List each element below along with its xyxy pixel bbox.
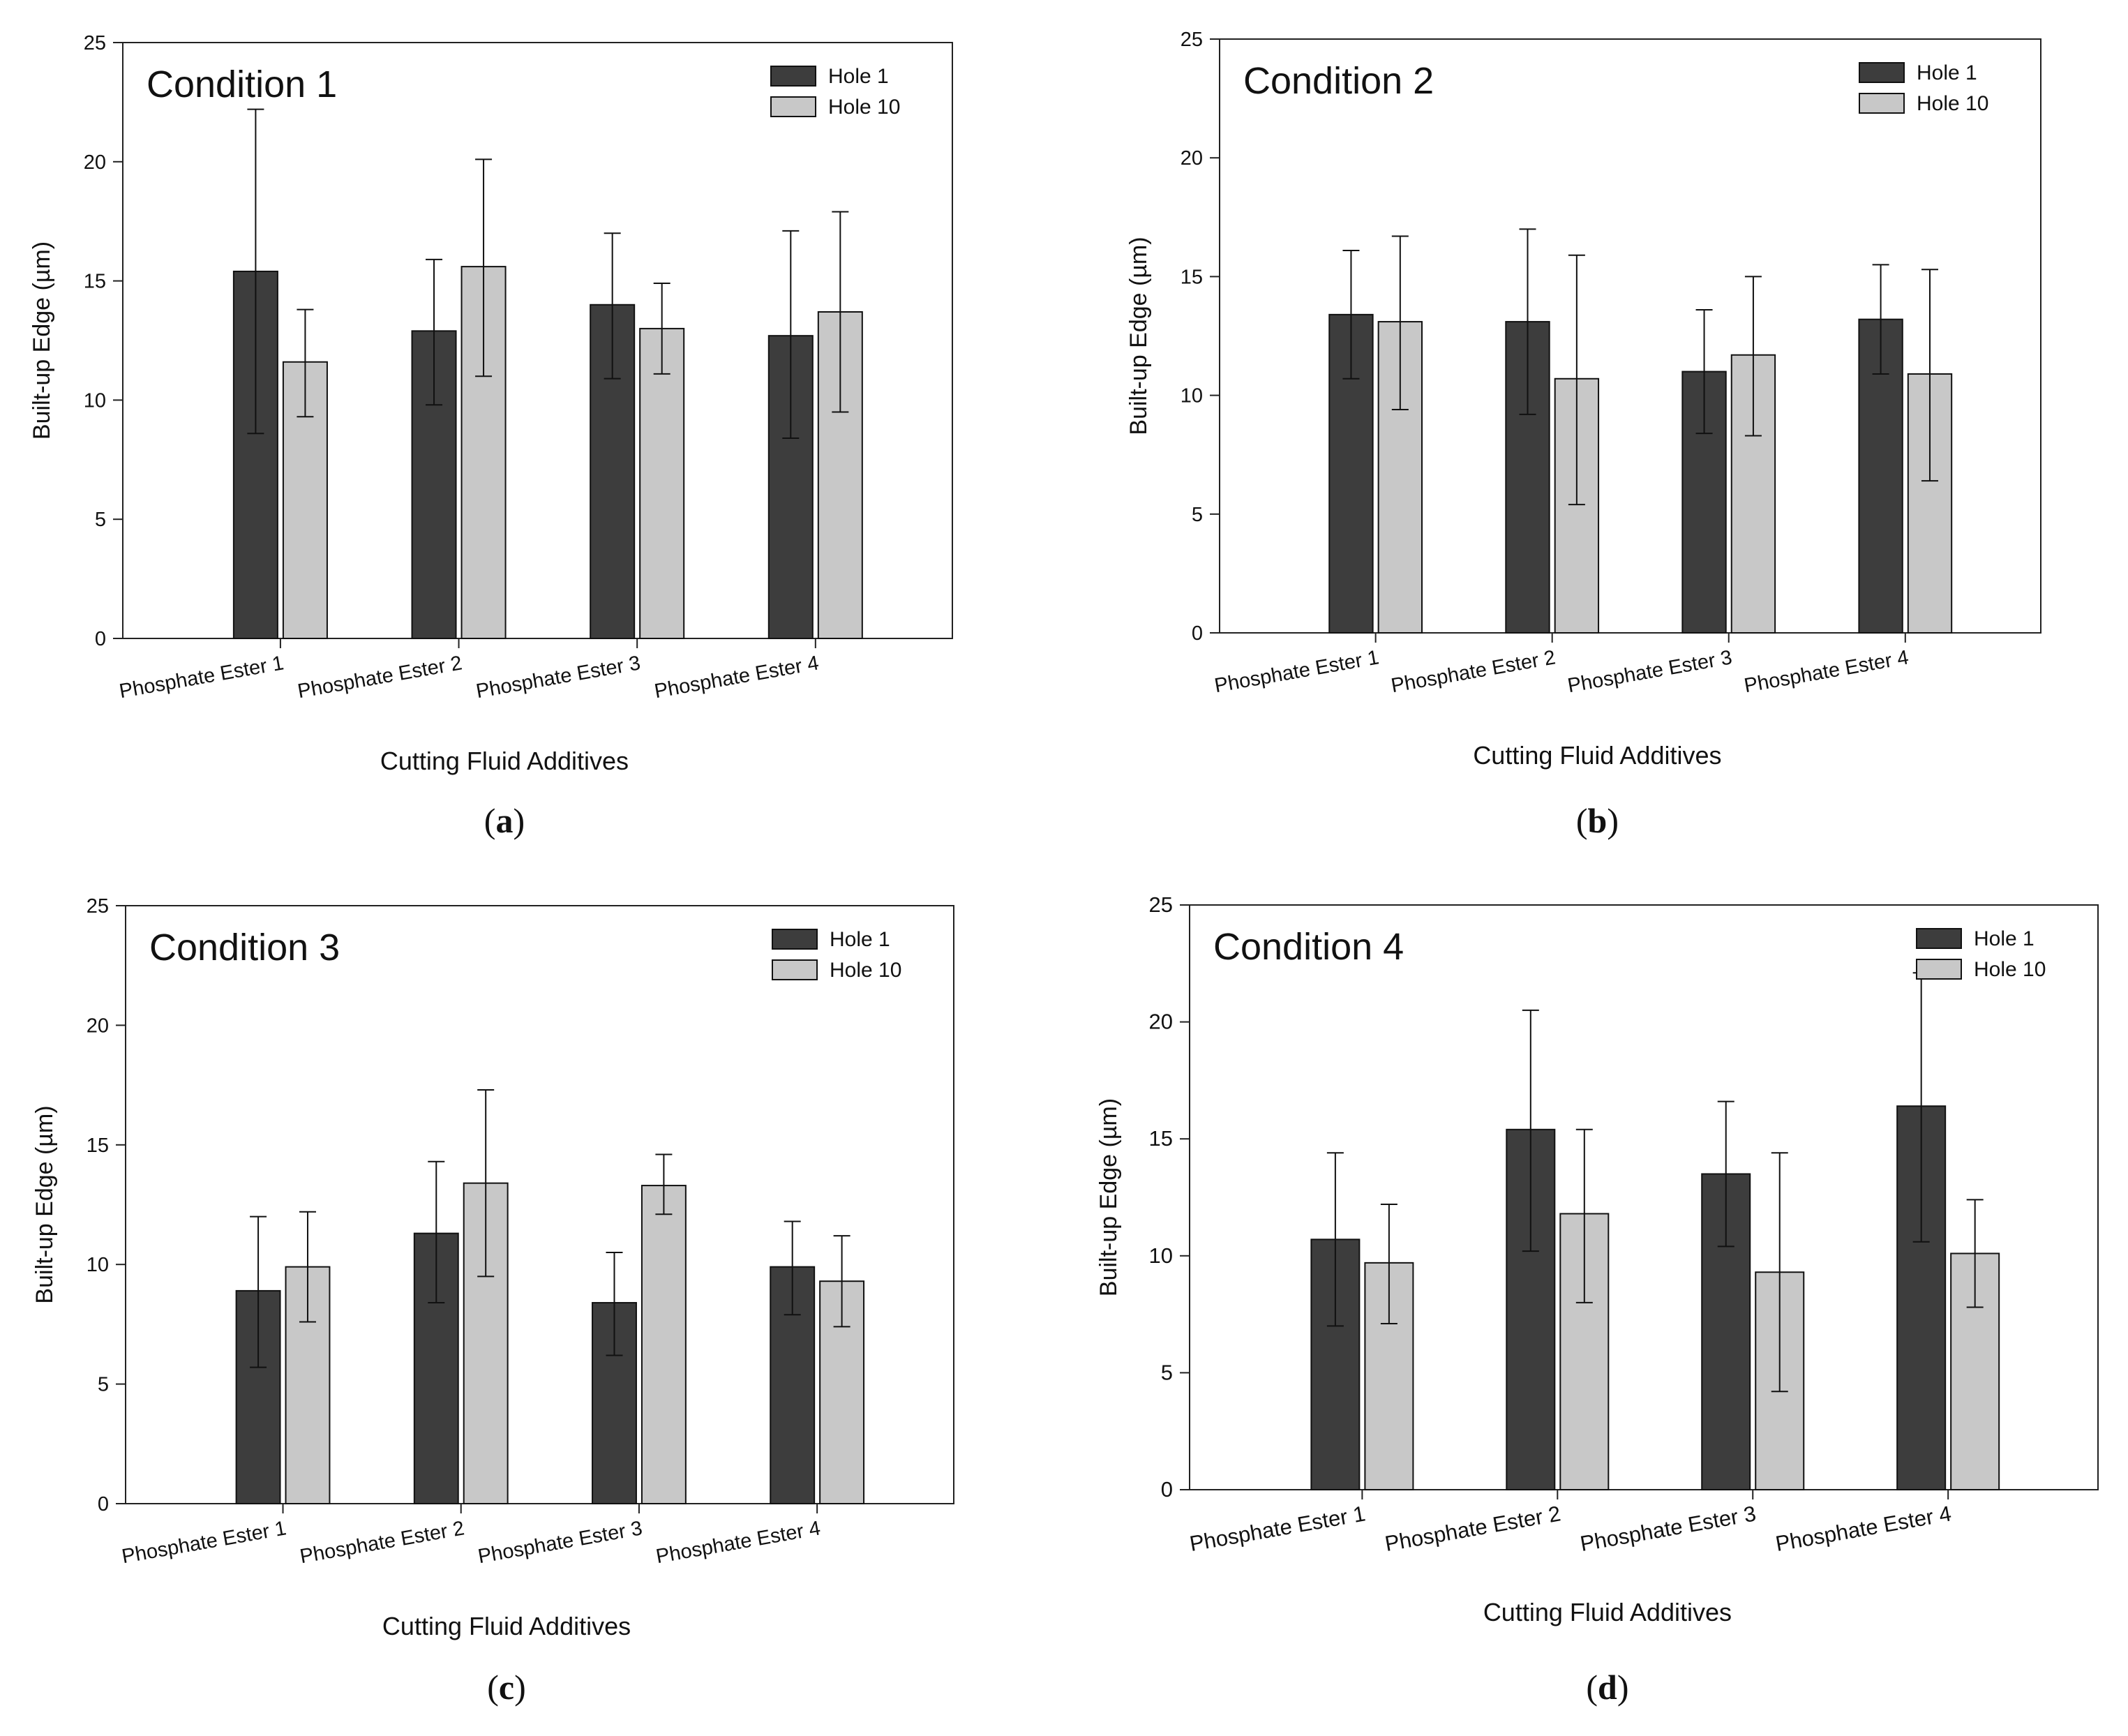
legend-label: Hole 1	[830, 928, 890, 951]
legend-swatch	[772, 959, 818, 980]
panel-caption: (d)	[1586, 1668, 1628, 1707]
y-tick-label: 15	[84, 271, 106, 293]
legend-label: Hole 10	[1917, 92, 1988, 115]
y-tick-label: 25	[84, 32, 106, 54]
plot-frame	[1219, 38, 2041, 634]
y-tick-label: 5	[1192, 504, 1203, 526]
y-axis-label: Built-up Edge (µm)	[31, 1105, 58, 1303]
x-category-label: Phosphate Ester 3	[1566, 646, 1734, 697]
plot-frame	[122, 42, 953, 639]
legend-label: Hole 10	[828, 96, 900, 119]
x-category-label: Phosphate Ester 3	[1578, 1501, 1758, 1556]
x-category-label: Phosphate Ester 4	[652, 652, 821, 703]
plot-frame	[1189, 904, 2099, 1490]
y-tick-label: 5	[98, 1374, 109, 1396]
caption-close-paren: )	[514, 1668, 526, 1707]
legend-label: Hole 1	[828, 65, 889, 88]
caption-letter: c	[499, 1668, 514, 1707]
legend-label: Hole 10	[830, 959, 901, 982]
caption-letter: a	[495, 801, 513, 840]
caption-open-paren: (	[1586, 1668, 1598, 1707]
y-tick-label: 20	[87, 1015, 109, 1037]
y-tick-label: 15	[87, 1135, 109, 1157]
legend-swatch	[1916, 928, 1962, 949]
x-category-label: Phosphate Ester 4	[654, 1517, 823, 1568]
caption-close-paren: )	[1617, 1668, 1629, 1707]
y-tick-label: 0	[95, 628, 106, 650]
legend-swatch	[772, 929, 818, 950]
chart-panel-b: 0 5 10 15 20 25 Built-up Edge (µm) Phosphate Es…	[1125, 29, 2041, 840]
x-category-label: Phosphate Ester 1	[1187, 1501, 1367, 1556]
y-tick-label: 25	[1149, 892, 1173, 917]
y-tick-label: 15	[1181, 266, 1203, 288]
y-tick-label: 5	[1161, 1360, 1173, 1384]
panel-caption: (a)	[484, 801, 525, 840]
x-axis-label: Cutting Fluid Additives	[1473, 741, 1721, 770]
chart-title: Condition 1	[147, 63, 337, 105]
chart-title: Condition 3	[149, 927, 340, 968]
x-category-label: Phosphate Ester 2	[296, 652, 464, 703]
y-tick-label: 0	[1161, 1477, 1173, 1502]
y-tick-label: 15	[1149, 1126, 1173, 1151]
caption-open-paren: (	[1576, 801, 1588, 840]
y-axis-label: Built-up Edge (µm)	[1125, 237, 1152, 435]
caption-open-paren: (	[487, 1668, 499, 1707]
y-tick-label: 0	[98, 1493, 109, 1516]
y-tick-label: 10	[87, 1254, 109, 1276]
chart-title: Condition 2	[1243, 60, 1434, 102]
legend-swatch	[770, 66, 816, 87]
y-tick-label: 10	[84, 389, 106, 412]
caption-letter: b	[1588, 801, 1608, 840]
plot-frame	[125, 905, 954, 1504]
chart-panel-a: 0 5 10 15 20 25 Built-up Edge (µm) Phosphate Es…	[29, 32, 953, 840]
legend-swatch	[1859, 62, 1905, 83]
x-category-label: Phosphate Ester 3	[477, 1517, 645, 1568]
caption-letter: d	[1598, 1668, 1617, 1707]
x-category-label: Phosphate Ester 1	[120, 1517, 288, 1568]
x-axis-label: Cutting Fluid Additives	[380, 747, 629, 775]
x-category-label: Phosphate Ester 4	[1742, 646, 1910, 697]
legend-swatch	[770, 96, 816, 117]
y-tick-label: 20	[84, 151, 106, 174]
bar-hole10	[639, 327, 685, 639]
legend-swatch	[1859, 93, 1905, 114]
y-tick-label: 0	[1192, 622, 1203, 645]
legend-label: Hole 1	[1974, 927, 2035, 950]
x-category-label: Phosphate Ester 2	[1389, 646, 1557, 697]
caption-close-paren: )	[1607, 801, 1619, 840]
y-tick-label: 10	[1149, 1243, 1173, 1268]
legend-label: Hole 10	[1974, 958, 2046, 981]
legend-swatch	[1916, 959, 1962, 980]
x-category-label: Phosphate Ester 3	[474, 652, 643, 703]
chart-panel-c: 0 5 10 15 20 25 Built-up Edge (µm) Phosphate Es…	[31, 895, 954, 1707]
x-axis-label: Cutting Fluid Additives	[382, 1612, 631, 1640]
y-axis-label: Built-up Edge (µm)	[1095, 1098, 1122, 1296]
y-tick-label: 20	[1181, 147, 1203, 170]
x-category-label: Phosphate Ester 1	[1213, 646, 1381, 697]
x-category-label: Phosphate Ester 2	[1383, 1501, 1562, 1556]
x-category-label: Phosphate Ester 4	[1774, 1501, 1953, 1556]
caption-close-paren: )	[513, 801, 525, 840]
panel-caption: (c)	[487, 1668, 526, 1707]
y-tick-label: 5	[95, 509, 106, 531]
x-category-label: Phosphate Ester 1	[118, 652, 286, 703]
caption-open-paren: (	[484, 801, 496, 840]
y-tick-label: 10	[1181, 385, 1203, 407]
y-axis-label: Built-up Edge (µm)	[29, 241, 55, 440]
x-axis-label: Cutting Fluid Additives	[1483, 1598, 1732, 1626]
chart-title: Condition 4	[1213, 926, 1404, 968]
y-tick-label: 25	[1181, 29, 1203, 51]
legend-label: Hole 1	[1917, 61, 1977, 84]
bar-hole10	[640, 1185, 687, 1505]
x-category-label: Phosphate Ester 2	[298, 1517, 466, 1568]
y-tick-label: 25	[87, 895, 109, 918]
chart-panel-d: 0 5 10 15 20 25 Built-up Edge (µm) Phosphate Es…	[1095, 892, 2099, 1707]
panel-caption: (b)	[1576, 801, 1619, 840]
y-tick-label: 20	[1149, 1010, 1173, 1034]
